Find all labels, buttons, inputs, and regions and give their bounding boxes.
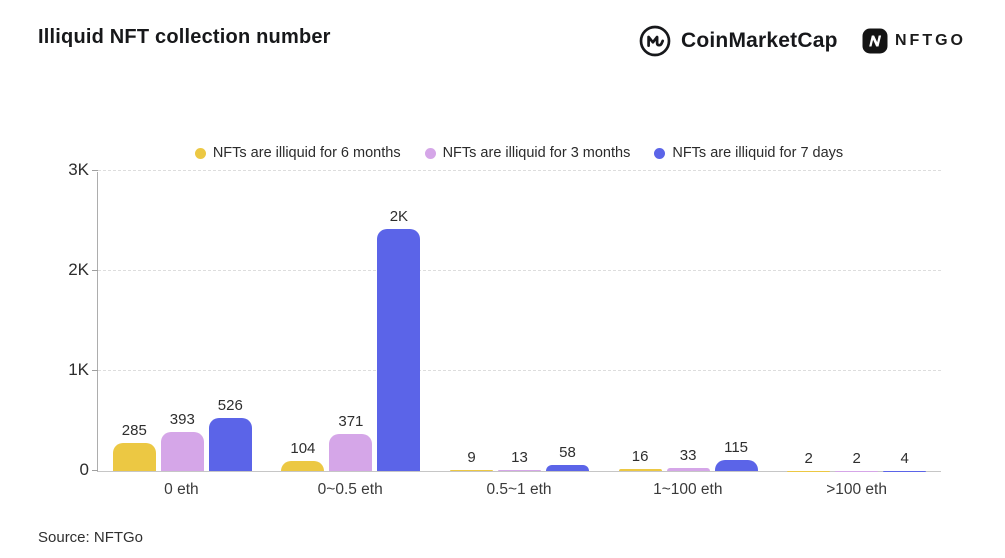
x-axis-label->100 eth: >100 eth bbox=[826, 481, 887, 498]
bar bbox=[714, 459, 758, 471]
legend-item-6-months: NFTs are illiquid for 6 months bbox=[194, 145, 401, 161]
legend-dot-7-days bbox=[654, 147, 666, 159]
bar-value-label: 526 bbox=[217, 397, 243, 415]
y-tick-0 bbox=[92, 470, 98, 471]
bar-value-label: 58 bbox=[559, 444, 576, 462]
legend-label-3-months: NFTs are illiquid for 3 months bbox=[442, 145, 631, 161]
bar-column: 285 bbox=[112, 421, 156, 471]
bar-value-label: 13 bbox=[511, 448, 528, 466]
coinmarketcap-icon bbox=[638, 24, 672, 58]
bar-column: 526 bbox=[208, 397, 252, 471]
bar bbox=[160, 431, 204, 471]
bar bbox=[545, 465, 589, 471]
y-axis-label-1K: 1K bbox=[68, 360, 89, 379]
bar-value-label: 4 bbox=[900, 449, 909, 467]
bar-column: 4 bbox=[883, 449, 927, 471]
legend-item-7-days: NFTs are illiquid for 7 days bbox=[654, 145, 843, 161]
bar-column: 104 bbox=[281, 439, 325, 471]
legend-label-7-days: NFTs are illiquid for 7 days bbox=[672, 145, 844, 161]
bar-column: 13 bbox=[497, 448, 541, 471]
bar-value-label: 393 bbox=[169, 410, 195, 428]
bar-value-label: 104 bbox=[290, 439, 316, 457]
x-axis-label-0~0.5 eth: 0~0.5 eth bbox=[317, 481, 383, 498]
bar-column: 371 bbox=[329, 412, 373, 471]
plot-wrap: 0 1K 2K 3K 285 393 526 104 371 2K 9 13 58 16 33 115 2 2 4 bbox=[68, 160, 941, 479]
bar-value-label: 9 bbox=[467, 449, 476, 467]
bar-value-label: 2 bbox=[852, 449, 861, 467]
bar bbox=[666, 467, 710, 471]
bar-value-label: 115 bbox=[724, 438, 749, 456]
nftgo-icon bbox=[862, 28, 888, 54]
bar-group-0.5~1 eth: 9 13 58 bbox=[435, 172, 604, 471]
x-axis-label-1~100 eth: 1~100 eth bbox=[653, 481, 723, 498]
y-axis-label-0: 0 bbox=[79, 460, 89, 479]
bar-value-label: 33 bbox=[679, 446, 697, 464]
x-axis-label-0.5~1 eth: 0.5~1 eth bbox=[486, 481, 552, 498]
gridline-2K bbox=[98, 270, 941, 271]
bar-column: 9 bbox=[449, 449, 493, 471]
coinmarketcap-logo: CoinMarketCap bbox=[638, 24, 838, 58]
bar bbox=[618, 469, 662, 471]
bar-column: 33 bbox=[666, 446, 710, 471]
x-axis-labels: 0 eth 0~0.5 eth 0.5~1 eth 1~100 eth >100 eth bbox=[97, 481, 941, 499]
bar-column: 2 bbox=[787, 449, 831, 471]
gridline-1K bbox=[98, 370, 941, 371]
bar-value-label: 16 bbox=[631, 448, 649, 466]
source-note: Source: NFTGo bbox=[38, 529, 144, 546]
legend-dot-3-months bbox=[424, 147, 436, 159]
bar-group-0 eth: 285 393 526 bbox=[98, 172, 267, 471]
y-axis-label-2K: 2K bbox=[68, 260, 89, 279]
bar-value-label: 2 bbox=[804, 449, 813, 467]
bar bbox=[449, 470, 493, 471]
bar-column: 393 bbox=[160, 410, 204, 471]
y-tick-3K bbox=[92, 170, 98, 171]
bar-column: 58 bbox=[545, 444, 589, 471]
bar-group-0~0.5 eth: 104 371 2K bbox=[267, 172, 436, 471]
bar-column: 16 bbox=[618, 448, 662, 471]
x-axis-label-0 eth: 0 eth bbox=[164, 481, 199, 498]
bar bbox=[208, 418, 252, 471]
coinmarketcap-wordmark: CoinMarketCap bbox=[681, 29, 838, 52]
legend-dot-6-months bbox=[194, 147, 206, 159]
y-tick-2K bbox=[92, 270, 98, 271]
bar-column: 115 bbox=[714, 438, 758, 471]
plot-area: 0 1K 2K 3K 285 393 526 104 371 2K 9 13 58 16 33 115 2 2 4 bbox=[68, 160, 941, 479]
bar-value-label: 2K bbox=[389, 208, 409, 225]
bar-group-1~100 eth: 16 33 115 bbox=[604, 172, 773, 471]
legend-label-6-months: NFTs are illiquid for 6 months bbox=[212, 145, 401, 161]
bar bbox=[281, 460, 325, 471]
bar-column: 2 bbox=[835, 449, 879, 471]
nftgo-wordmark: NFTGO bbox=[895, 32, 966, 49]
gridline-3K bbox=[98, 170, 941, 171]
page-title: Illiquid NFT collection number bbox=[38, 26, 331, 48]
bar bbox=[377, 229, 421, 471]
y-axis-label-3K: 3K bbox=[68, 160, 89, 179]
nftgo-logo: NFTGO bbox=[862, 28, 966, 54]
y-tick-1K bbox=[92, 370, 98, 371]
bar-column: 2K bbox=[377, 208, 421, 471]
legend-item-3-months: NFTs are illiquid for 3 months bbox=[424, 145, 631, 161]
bar bbox=[112, 442, 156, 471]
bar-value-label: 285 bbox=[121, 421, 147, 439]
bar bbox=[329, 433, 373, 471]
bar bbox=[497, 469, 541, 471]
bar-group->100 eth: 2 2 4 bbox=[772, 172, 941, 471]
bar-value-label: 371 bbox=[338, 412, 364, 430]
chart-legend: NFTs are illiquid for 6 months NFTs are … bbox=[97, 145, 941, 161]
